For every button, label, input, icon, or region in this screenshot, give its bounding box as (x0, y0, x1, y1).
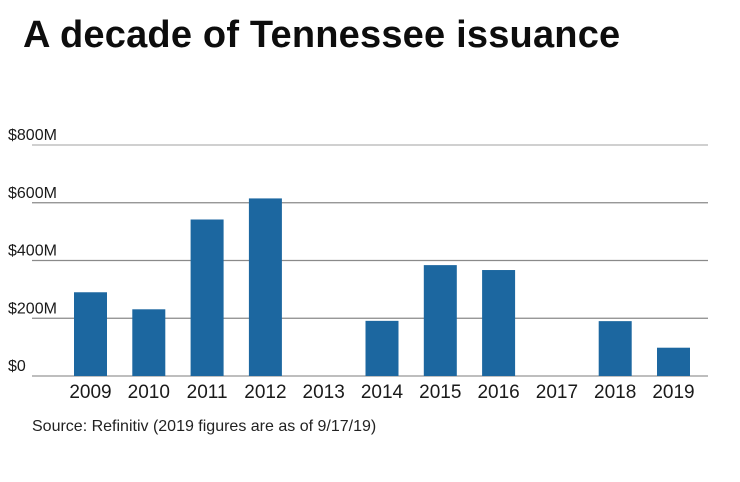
x-tick-label: 2009 (69, 382, 111, 403)
source-note: Source: Refinitiv (2019 figures are as o… (32, 418, 377, 435)
x-tick-label: 2016 (477, 382, 519, 403)
x-tick-label: 2013 (303, 382, 345, 403)
y-tick-label: $0 (8, 358, 26, 375)
bar-2015 (423, 265, 457, 376)
x-tick-label: 2011 (187, 382, 228, 403)
x-tick-label: 2017 (536, 382, 578, 403)
x-axis-ticks: 2009 2010 2011 2012 2013 2014 2015 2016 2017 2018… (69, 382, 694, 403)
bar-2016 (482, 270, 516, 376)
bar-2010 (132, 309, 166, 376)
bar-2009 (74, 292, 107, 376)
y-tick-label: $800M (8, 127, 57, 144)
x-tick-label: 2015 (419, 382, 461, 403)
y-tick-label: $600M (8, 185, 57, 202)
chart-title: A decade of Tennessee issuance (23, 14, 621, 56)
x-tick-label: 2019 (652, 382, 694, 403)
x-tick-label: 2014 (361, 382, 404, 403)
bar-2014 (365, 320, 399, 376)
bar-2018 (598, 321, 632, 376)
y-axis-ticks: $0 $200M $400M $600M $800M (8, 127, 57, 375)
x-tick-label: 2012 (244, 382, 286, 403)
y-tick-label: $400M (8, 243, 57, 260)
bars (74, 198, 690, 376)
x-tick-label: 2010 (128, 382, 170, 403)
bar-2012 (248, 198, 282, 376)
x-tick-label: 2018 (594, 382, 636, 403)
bar-2019 (657, 347, 690, 376)
bar-2011 (190, 219, 224, 376)
y-tick-label: $200M (8, 300, 57, 317)
